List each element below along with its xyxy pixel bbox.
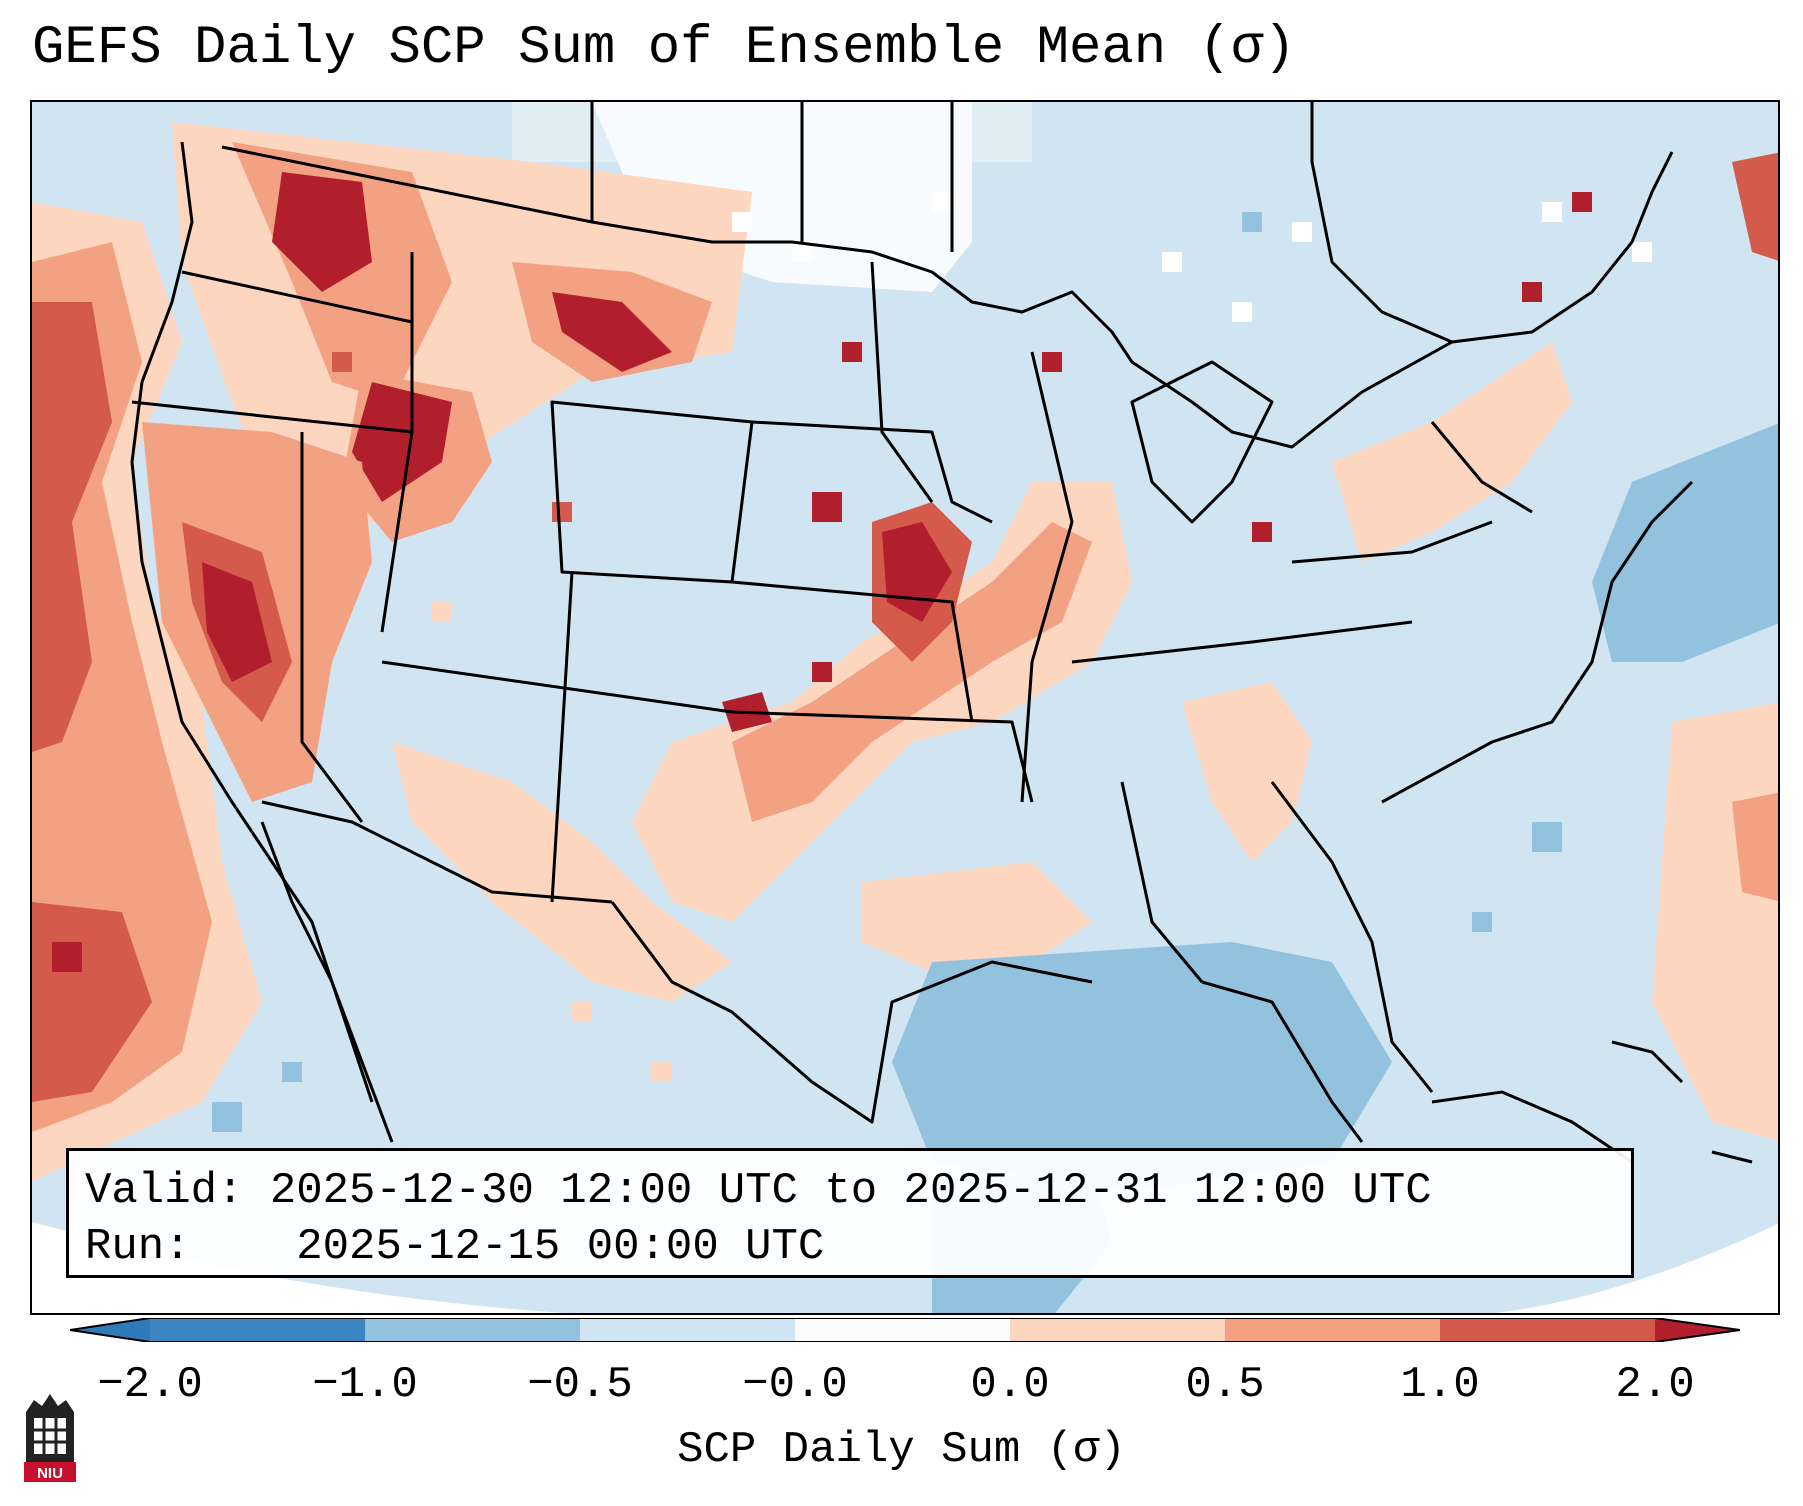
colorbar-tick: −0.5 [527,1360,633,1410]
colorbar-tick: 0.5 [1185,1360,1265,1410]
pa-line [1291,520,1493,564]
pacific-high-positive [32,302,112,752]
al-line [1120,781,1204,983]
valid-label: Valid: [85,1166,244,1216]
east-coast [1381,480,1694,804]
nv-line [300,432,364,823]
se-coast [1270,781,1434,1093]
southeast-low-positive [1182,682,1312,862]
tn-ky-line [1071,620,1413,664]
map-panel [30,100,1780,1315]
neutral-region-2 [512,102,1032,162]
montana-max [552,292,672,372]
colorbar-seg-3 [580,1318,795,1342]
colorbar-title: SCP Daily Sum (σ) [677,1425,1126,1475]
colorbar-seg-5 [1010,1318,1225,1342]
colorbar-tick: −2.0 [97,1360,203,1410]
valid-row: Valid: 2025-12-30 12:00 UTC to 2025-12-3… [85,1163,1615,1219]
colorbar-seg-7 [1440,1318,1655,1342]
us-canada-border [221,145,1674,449]
or-ca-line [131,400,413,434]
hispaniola [1711,1150,1753,1164]
baja [260,821,394,1143]
province-line-4 [1310,102,1453,344]
mn-line [870,261,934,503]
colorbar-seg-4 [795,1318,1010,1342]
gulf-low-positive [862,862,1092,972]
plains-mid-positive [732,522,1092,822]
colorbar-seg-6 [1225,1318,1440,1342]
wa-or-line [181,270,413,324]
colorbar-tick: 2.0 [1615,1360,1695,1410]
colorbar-tick: −0.0 [742,1360,848,1410]
nw-max [272,172,372,292]
colorbar-ticks: −2.0 −1.0 −0.5 −0.0 0.0 0.5 1.0 2.0 [0,1360,1803,1420]
colorbar-tick: −1.0 [312,1360,418,1410]
idaho-max [352,382,452,502]
mississippi [1020,351,1074,803]
colorbar-seg-2 [365,1318,580,1342]
bahamas [1611,1040,1684,1084]
projection-edge-left [32,1222,565,1313]
validity-info-box: Valid: 2025-12-30 12:00 UTC to 2025-12-3… [66,1148,1634,1278]
run-row: Run: 2025-12-15 00:00 UTC [85,1219,1615,1275]
colorbar-extend-max [1655,1318,1740,1342]
pacific-max-cell [52,942,82,972]
colorbar-tick: 0.0 [970,1360,1050,1410]
texas-low-positive [392,742,732,1002]
chart-title: GEFS Daily SCP Sum of Ensemble Mean (σ) [32,18,1296,79]
ne-states [1430,421,1533,514]
az-ut-line [381,660,733,714]
northeast-low-positive [1332,342,1572,562]
colorbar [70,1318,1740,1342]
boundaries [130,102,1694,1143]
cuba [1431,1090,1633,1164]
caribbean-islands [1431,1040,1753,1164]
oklahoma-max-2 [812,662,832,682]
maritimes-high [1732,152,1778,261]
logo-text: NIU [37,1465,63,1482]
run-label: Run: [85,1222,191,1272]
niu-logo: NIU [24,1394,76,1482]
colorbar-extend-min [70,1318,150,1342]
tx-gulf-coast [610,901,1093,1124]
atlantic-mid-positive [1732,792,1778,901]
pixel-noise [212,192,1652,1132]
colorbar-tick: 1.0 [1400,1360,1480,1410]
co-nm-line [550,571,574,903]
gulf-negative [892,942,1392,1192]
run-value: 2025-12-15 00:00 UTC [296,1222,825,1272]
valid-value: 2025-12-30 12:00 UTC to 2025-12-31 12:00… [269,1166,1432,1216]
ca-max [202,562,272,682]
projection-edge-right [1495,1223,1778,1313]
colorbar-seg-1 [150,1318,365,1342]
ne-sd-line [751,420,993,524]
atlantic-negative [1592,423,1778,662]
id-line [380,252,414,633]
michigan [1130,360,1274,524]
florida-west [1201,980,1364,1143]
ks-line [731,580,974,723]
map-canvas [32,102,1778,1313]
